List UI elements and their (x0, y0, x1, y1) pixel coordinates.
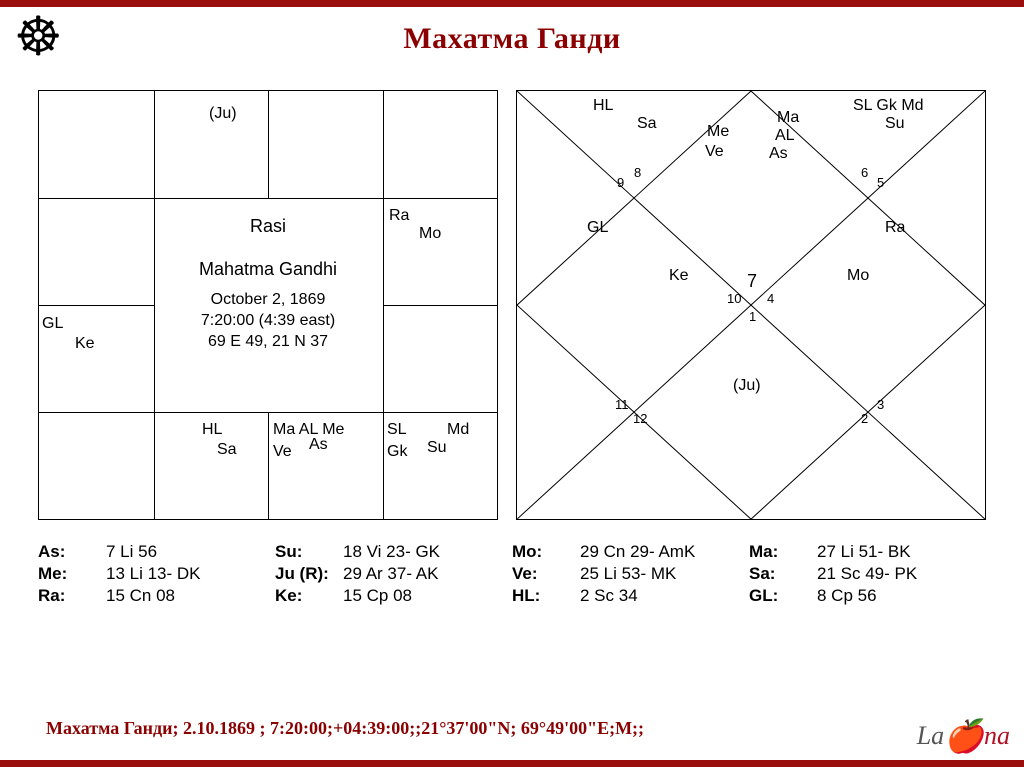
pv: 8 Cp 56 (817, 586, 877, 606)
cell-ra: Ra (389, 207, 409, 225)
pv: 25 Li 53- MK (580, 564, 676, 584)
pv: 2 Sc 34 (580, 586, 638, 606)
cell-as: As (309, 436, 328, 454)
pk: Mo: (512, 542, 558, 562)
pv: 7 Li 56 (106, 542, 157, 562)
nc-sa: Sa (637, 115, 657, 133)
logo-text: La🍎na (917, 717, 1010, 755)
nc-ve: Ve (705, 143, 724, 161)
pk: Ma: (749, 542, 795, 562)
hn8: 1 (749, 309, 756, 324)
hn12: 2 (861, 411, 868, 426)
hn10: 12 (633, 411, 647, 426)
hn3: 6 (861, 165, 868, 180)
hn11: 3 (877, 397, 884, 412)
native-name: Mahatma Gandhi (154, 259, 383, 280)
pv: 27 Li 51- BK (817, 542, 911, 562)
pk: Ju (R): (275, 564, 335, 584)
logo-pre: La (917, 721, 944, 750)
cell-ve: Ve (273, 443, 292, 461)
footer-text: Махатма Ганди; 2.10.1869 ; 7:20:00;+04:3… (46, 718, 644, 739)
hn2: 9 (617, 175, 624, 190)
positions-table: As: 7 Li 56 Su: 18 Vi 23- GK Mo: 29 Cn 29- … (38, 542, 986, 608)
nc-al: AL (775, 127, 795, 145)
native-time: 7:20:00 (4:39 east) (154, 311, 383, 332)
rasi-label: Rasi (154, 216, 383, 237)
cell-gk: Gk (387, 443, 407, 461)
nc-ke: Ke (669, 267, 689, 285)
hn4: 5 (877, 175, 884, 190)
pk: Su: (275, 542, 321, 562)
nc-as: As (769, 145, 788, 163)
cell-md: Md (447, 421, 469, 439)
pk: GL: (749, 586, 795, 606)
pk: As: (38, 542, 84, 562)
nc-me: Me (707, 123, 729, 141)
nc-hl: HL (593, 97, 613, 115)
nc-mo: Mo (847, 267, 869, 285)
nc-ma: Ma (777, 109, 799, 127)
nc-su: Su (885, 115, 905, 133)
center-block: Rasi Mahatma Gandhi October 2, 1869 7:20… (154, 198, 383, 412)
pv: 15 Cp 08 (343, 586, 412, 606)
nc-ra: Ra (885, 219, 905, 237)
nc-gl: GL (587, 219, 608, 237)
cell-su: Su (427, 439, 447, 457)
hn5: 7 (747, 271, 757, 292)
top-bar (0, 0, 1024, 7)
cell-mo: Mo (419, 225, 441, 243)
pk: HL: (512, 586, 558, 606)
logo-suf: na (984, 721, 1010, 750)
cell-gl: GL (42, 315, 63, 333)
page-title: Махатма Ганди (0, 22, 1024, 56)
south-chart: (Ju) Ra Mo GL Ke HL Sa Ma AL Me Ve As SL… (38, 90, 498, 520)
nc-ju: (Ju) (733, 377, 761, 395)
pk: Ve: (512, 564, 558, 584)
cell-sl: SL (387, 421, 407, 439)
bottom-bar (0, 760, 1024, 767)
pv: 29 Cn 29- AmK (580, 542, 695, 562)
cell-hl: HL (202, 421, 222, 439)
nc-slgkmd: SL Gk Md (853, 97, 924, 115)
apple-icon: 🍎 (944, 718, 984, 754)
pv: 15 Cn 08 (106, 586, 175, 606)
pv: 13 Li 13- DK (106, 564, 201, 584)
hn1: 8 (634, 165, 641, 180)
pv: 21 Sc 49- PK (817, 564, 917, 584)
pv: 18 Vi 23- GK (343, 542, 440, 562)
cell-top-mid1: (Ju) (209, 105, 237, 123)
hn6: 10 (727, 291, 741, 306)
pk: Me: (38, 564, 84, 584)
north-chart: HL Sa Me Ve Ma AL As SL Gk Md Su GL Ra K… (516, 90, 986, 520)
cell-sa: Sa (217, 441, 237, 459)
native-date: October 2, 1869 (154, 290, 383, 311)
hn9: 11 (615, 397, 629, 412)
pk: Sa: (749, 564, 795, 584)
pk: Ke: (275, 586, 321, 606)
native-coords: 69 E 49, 21 N 37 (154, 332, 383, 353)
pv: 29 Ar 37- AK (343, 564, 438, 584)
pk: Ra: (38, 586, 84, 606)
hn7: 4 (767, 291, 774, 306)
cell-ke: Ke (75, 335, 95, 353)
